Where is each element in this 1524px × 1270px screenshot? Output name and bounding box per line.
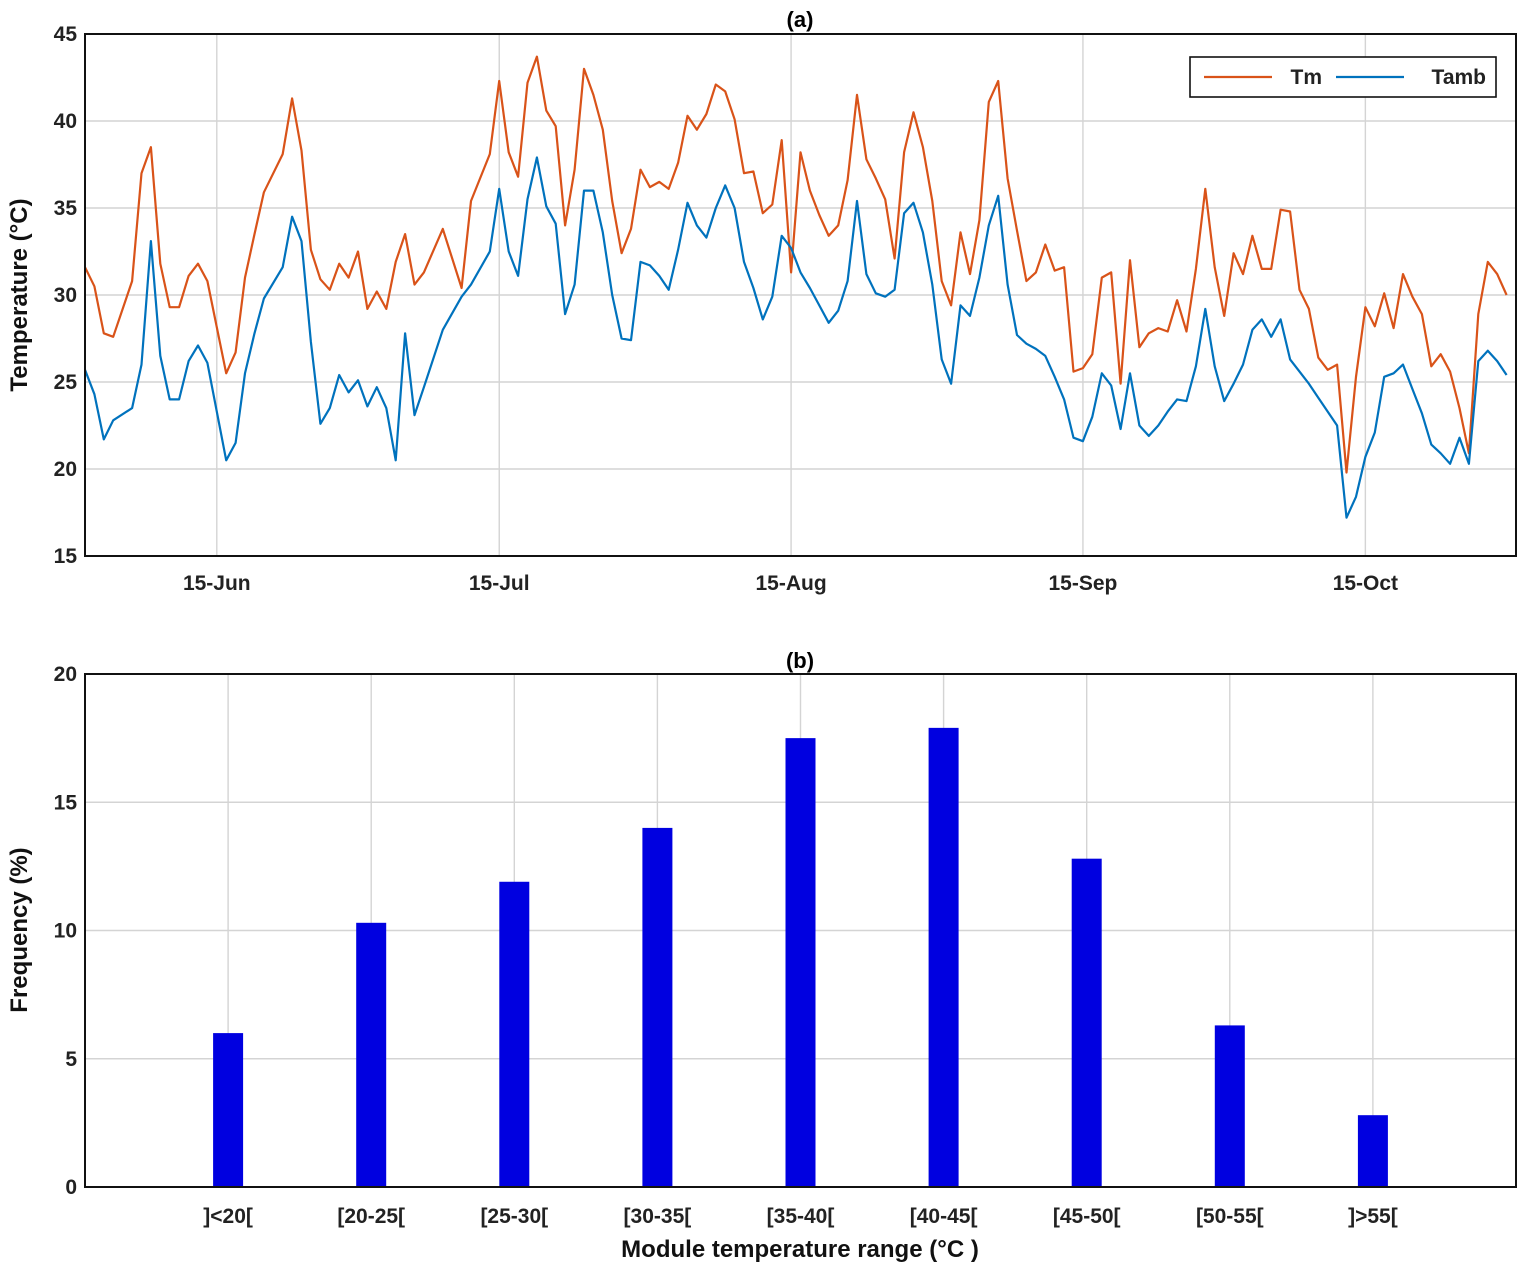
panel-b-x-tick-label: [30-35[: [624, 1205, 692, 1228]
panel-a-y-tick-label: 35: [54, 197, 78, 220]
panel-a-axes-box: [84, 33, 1517, 557]
panel-b-y-tick-label: 15: [54, 791, 78, 814]
bar-1: [213, 1033, 244, 1187]
legend-label-tm: Tm: [1291, 66, 1323, 89]
panel-b-x-axis-label: Module temperature range (°C ): [621, 1236, 979, 1263]
panel-b-title: (b): [786, 648, 814, 673]
bar-5: [785, 738, 816, 1187]
bar-3: [499, 881, 530, 1187]
panel-b-y-axis-label: Frequency (%): [6, 847, 33, 1012]
panel-b-x-tick-label: [40-45[: [910, 1205, 978, 1228]
panel-a-series-lines: [83, 55, 1508, 519]
bar-9: [1357, 1115, 1388, 1187]
panel-a-title: (a): [787, 7, 814, 32]
panel-a-y-axis-label: Temperature (°C): [6, 198, 33, 391]
panel-b-y-tick-labels: 0 5 10 15 20: [54, 663, 78, 1199]
bar-8: [1214, 1025, 1245, 1187]
panel-a-legend: Tm Tamb: [1189, 56, 1497, 98]
legend-label-tamb: Tamb: [1432, 66, 1486, 89]
panel-a-x-tick-label: 15-Jul: [469, 572, 530, 595]
panel-a-y-tick-label: 25: [54, 371, 78, 394]
panel-a-y-tick-labels: 15 20 25 30 35 40 45: [54, 23, 78, 568]
panel-a-x-tick-label: 15-Oct: [1333, 572, 1398, 595]
panel-b-bar-chart: (b) 0 5 10 15 20 ]<20[ [20-25[ [25-30[ [30-35[ […: [6, 648, 1517, 1263]
panel-b-x-tick-label: [20-25[: [337, 1205, 405, 1228]
panel-a-y-tick-label: 20: [54, 458, 77, 481]
panel-b-x-tick-labels: ]<20[ [20-25[ [25-30[ [30-35[ [35-40[ [40-45[…: [203, 1205, 1397, 1228]
bar-2: [356, 922, 387, 1187]
panel-a-x-tick-label: 15-Jun: [183, 572, 251, 595]
panel-b-y-tick-label: 10: [54, 920, 77, 943]
series-line-tamb: [83, 156, 1508, 519]
panel-b-x-tick-label: ]<20[: [203, 1205, 253, 1228]
panel-a-y-tick-label: 15: [54, 545, 78, 568]
panel-b-y-tick-label: 0: [65, 1176, 77, 1199]
panel-a-x-tick-label: 15-Sep: [1048, 572, 1117, 595]
panel-b-y-tick-label: 5: [65, 1048, 77, 1071]
panel-a-y-tick-label: 45: [54, 23, 78, 46]
panel-a-x-tick-labels: 15-Jun 15-Jul 15-Aug 15-Sep 15-Oct: [183, 572, 1398, 595]
panel-b-axes-box: [84, 673, 1517, 1188]
panel-b-y-tick-label: 20: [54, 663, 77, 686]
bar-4: [642, 827, 673, 1187]
panel-a-y-tick-label: 30: [54, 284, 77, 307]
panel-b-x-tick-label: [35-40[: [767, 1205, 835, 1228]
panel-b-bars: [213, 727, 1388, 1187]
panel-a-y-tick-label: 40: [54, 110, 77, 133]
panel-b-x-tick-label: ]>55[: [1348, 1205, 1398, 1228]
bar-7: [1071, 858, 1102, 1187]
panel-a-x-tick-label: 15-Aug: [755, 572, 826, 595]
series-line-tm: [84, 55, 1508, 474]
panel-b-x-tick-label: [50-55[: [1196, 1205, 1264, 1228]
bar-6: [928, 727, 959, 1187]
panel-b-x-tick-label: [25-30[: [480, 1205, 548, 1228]
panel-b-x-tick-label: [45-50[: [1053, 1205, 1121, 1228]
